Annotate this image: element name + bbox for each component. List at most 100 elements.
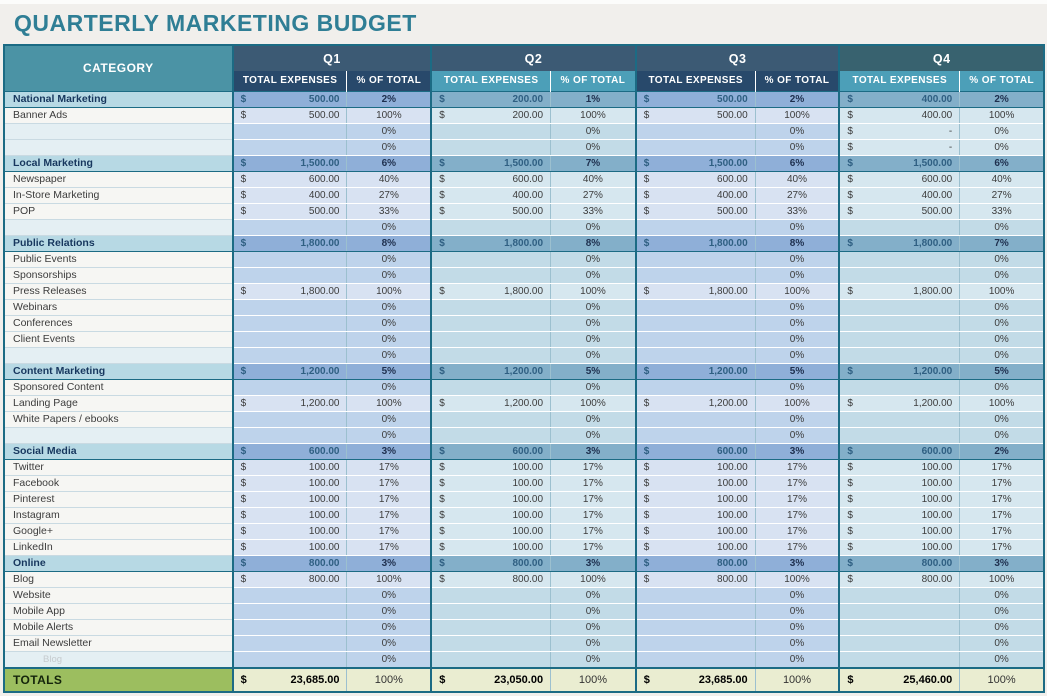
q3-expense-cell[interactable]: $400.00 [634, 187, 756, 204]
row-label-cell[interactable]: Website [4, 587, 233, 604]
row-label-cell[interactable]: Banner Ads [4, 107, 233, 124]
q3-pct-cell[interactable]: 0% [754, 635, 840, 652]
q2-expense-cell[interactable] [430, 219, 551, 236]
q4-pct-cell[interactable]: 5% [959, 362, 1044, 380]
q1-pct-cell[interactable]: 5% [346, 362, 432, 380]
q2-pct-cell[interactable]: 3% [550, 554, 636, 572]
q1-expense-cell[interactable]: $1,500.00 [231, 154, 347, 172]
q4-expense-cell[interactable]: $1,800.00 [838, 234, 960, 252]
q3-expense-cell[interactable] [634, 587, 756, 604]
q3-pct-cell[interactable]: 17% [754, 539, 840, 556]
q3-expense-cell[interactable] [634, 219, 756, 236]
q3-pct-cell[interactable]: 0% [754, 427, 840, 444]
q2-totals-expense-cell[interactable]: $23,050.00 [430, 666, 551, 692]
q1-expense-cell[interactable] [231, 139, 347, 156]
q1-expense-cell[interactable]: $500.00 [231, 107, 347, 124]
q3-expense-cell[interactable]: $1,800.00 [634, 234, 756, 252]
q2-expense-cell[interactable] [430, 411, 551, 428]
row-label-cell[interactable]: Mobile Alerts [4, 619, 233, 636]
q3-expense-cell[interactable]: $1,500.00 [634, 154, 756, 172]
q3-pct-cell[interactable]: 0% [754, 347, 840, 364]
q4-expense-cell[interactable]: $400.00 [838, 107, 960, 124]
q2-expense-cell[interactable]: $100.00 [430, 539, 551, 556]
q2-expense-cell[interactable] [430, 651, 551, 668]
q2-pct-cell[interactable]: 0% [550, 651, 636, 668]
q1-expense-cell[interactable] [231, 379, 347, 396]
q1-expense-cell[interactable] [231, 267, 347, 284]
q1-pct-cell[interactable]: 0% [346, 635, 432, 652]
q1-pct-cell[interactable]: 17% [346, 523, 432, 540]
row-label-cell[interactable]: Webinars [4, 299, 233, 316]
q4-pct-cell[interactable]: 0% [959, 619, 1044, 636]
q1-expense-cell[interactable] [231, 411, 347, 428]
q2-pct-cell[interactable]: 27% [550, 187, 636, 204]
q3-pct-cell[interactable]: 100% [754, 395, 840, 412]
q4-pct-cell[interactable]: 2% [959, 90, 1044, 108]
q2-expense-cell[interactable]: $100.00 [430, 475, 551, 492]
q1-expense-cell[interactable]: $100.00 [231, 459, 347, 476]
q3-pct-cell[interactable]: 40% [754, 171, 840, 188]
q1-expense-cell[interactable]: $100.00 [231, 507, 347, 524]
q1-expense-cell[interactable] [231, 331, 347, 348]
q4-pct-cell[interactable]: 0% [959, 331, 1044, 348]
q3-pct-cell[interactable]: 17% [754, 523, 840, 540]
q1-pct-cell[interactable]: 0% [346, 123, 432, 140]
row-label-cell[interactable]: Email Newsletter [4, 635, 233, 652]
q3-expense-cell[interactable] [634, 139, 756, 156]
q2-expense-cell[interactable]: $1,200.00 [430, 362, 551, 380]
row-label-cell[interactable]: White Papers / ebooks [4, 411, 233, 428]
q2-expense-cell[interactable] [430, 379, 551, 396]
q4-pct-cell[interactable]: 40% [959, 171, 1044, 188]
row-label-cell[interactable]: Conferences [4, 315, 233, 332]
q3-expense-cell[interactable]: $1,200.00 [634, 362, 756, 380]
q1-pct-cell[interactable]: 0% [346, 587, 432, 604]
q3-pct-cell[interactable]: 0% [754, 379, 840, 396]
q1-pct-of-total-header[interactable]: % OF TOTAL [346, 71, 432, 91]
q2-expense-cell[interactable] [430, 331, 551, 348]
q4-expense-cell[interactable] [838, 427, 960, 444]
row-label-cell[interactable]: Public Relations [4, 234, 233, 252]
q2-header[interactable]: Q2 [430, 45, 636, 71]
q3-pct-cell[interactable]: 0% [754, 139, 840, 156]
q4-expense-cell[interactable] [838, 347, 960, 364]
q3-expense-cell[interactable] [634, 347, 756, 364]
q1-expense-cell[interactable] [231, 427, 347, 444]
q4-totals-pct-cell[interactable]: 100% [959, 666, 1044, 692]
q2-pct-cell[interactable]: 0% [550, 123, 636, 140]
q2-pct-cell[interactable]: 8% [550, 234, 636, 252]
q2-pct-cell[interactable]: 100% [550, 283, 636, 300]
q3-pct-cell[interactable]: 0% [754, 251, 840, 268]
q3-pct-cell[interactable]: 0% [754, 123, 840, 140]
q2-pct-cell[interactable]: 17% [550, 507, 636, 524]
row-label-cell[interactable]: Google+ [4, 523, 233, 540]
q3-pct-cell[interactable]: 17% [754, 459, 840, 476]
q4-expense-cell[interactable]: $100.00 [838, 523, 960, 540]
q2-expense-cell[interactable]: $800.00 [430, 571, 551, 588]
q3-expense-cell[interactable]: $100.00 [634, 459, 756, 476]
q2-pct-cell[interactable]: 5% [550, 362, 636, 380]
q4-pct-cell[interactable]: 0% [959, 651, 1044, 668]
row-label-cell[interactable]: In-Store Marketing [4, 187, 233, 204]
q4-expense-cell[interactable]: $100.00 [838, 459, 960, 476]
q4-expense-cell[interactable]: $600.00 [838, 171, 960, 188]
row-label-cell[interactable]: Local Marketing [4, 154, 233, 172]
q1-expense-cell[interactable]: $400.00 [231, 187, 347, 204]
q1-expense-cell[interactable] [231, 251, 347, 268]
q1-expense-cell[interactable] [231, 619, 347, 636]
q3-expense-cell[interactable]: $100.00 [634, 539, 756, 556]
row-label-cell[interactable] [4, 123, 233, 140]
q1-pct-cell[interactable]: 100% [346, 283, 432, 300]
q2-pct-cell[interactable]: 0% [550, 587, 636, 604]
q1-pct-cell[interactable]: 0% [346, 651, 432, 668]
row-label-cell[interactable] [4, 427, 233, 444]
q2-pct-cell[interactable]: 33% [550, 203, 636, 220]
q2-expense-cell[interactable]: $1,500.00 [430, 154, 551, 172]
row-label-cell[interactable]: Content Marketing [4, 362, 233, 380]
q1-expense-cell[interactable]: $500.00 [231, 90, 347, 108]
q3-totals-expense-cell[interactable]: $23,685.00 [634, 666, 756, 692]
q4-expense-cell[interactable]: $1,200.00 [838, 395, 960, 412]
q3-expense-cell[interactable] [634, 123, 756, 140]
row-label-cell[interactable]: Blog [4, 571, 233, 588]
q1-pct-cell[interactable]: 17% [346, 507, 432, 524]
q2-expense-cell[interactable]: $600.00 [430, 442, 551, 460]
